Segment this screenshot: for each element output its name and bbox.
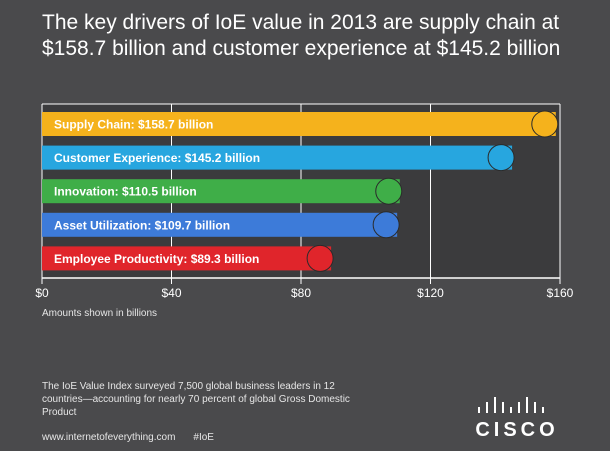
bar-end-cap [375, 177, 403, 205]
x-tick-label: $40 [161, 286, 181, 300]
bar-data-label: Employee Productivity: $89.3 billion [54, 252, 259, 266]
x-tick-label: $80 [291, 286, 311, 300]
footer-hashtag: #IoE [193, 432, 214, 443]
bar-data-label: Supply Chain: $158.7 billion [54, 118, 213, 132]
bar [42, 145, 513, 170]
axis-note: Amounts shown in billions [42, 308, 158, 319]
x-tick-label: $120 [417, 286, 444, 300]
bar-data-label: Asset Utilization: $109.7 billion [54, 218, 230, 232]
bar-data-label: Innovation: $110.5 billion [54, 185, 197, 199]
chart-title: The key drivers of IoE value in 2013 are… [42, 11, 561, 60]
bar-end-cap [372, 211, 400, 239]
cisco-bridge-icon [478, 397, 544, 413]
footer: www.internetofeverything.com #IoE [42, 432, 214, 443]
x-tick-label: $0 [35, 286, 49, 300]
bar [42, 212, 398, 237]
bar [42, 246, 332, 271]
x-tick-label: $160 [547, 286, 574, 300]
bar-end-cap [306, 244, 334, 272]
bar [42, 179, 400, 204]
footnote: The IoE Value Index surveyed 7,500 globa… [42, 381, 350, 418]
bar-end-cap [531, 110, 559, 138]
bar-end-cap [487, 144, 515, 172]
logo-text: CISCO [475, 419, 559, 441]
footer-url[interactable]: www.internetofeverything.com [42, 432, 176, 443]
cisco-logo: CISCO [472, 393, 562, 443]
bar-data-label: Customer Experience: $145.2 billion [54, 151, 260, 165]
bar [42, 112, 556, 136]
